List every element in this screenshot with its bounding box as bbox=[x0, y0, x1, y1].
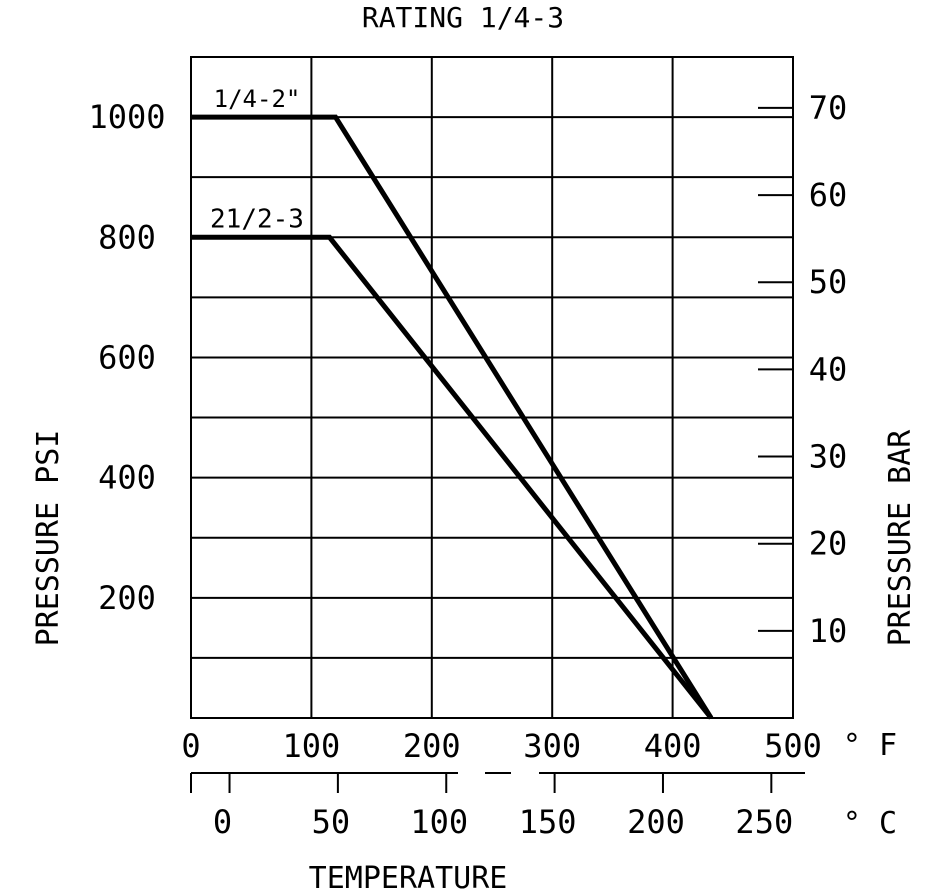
x-axis-label: TEMPERATURE bbox=[309, 861, 508, 896]
x-tick-label-c: 200 bbox=[627, 803, 685, 841]
x-tick-label-c: 250 bbox=[735, 803, 793, 841]
series-label-2: 21/2-3 bbox=[210, 204, 304, 234]
y-axis-label-left: PRESSURE PSI bbox=[31, 430, 66, 647]
x-tick-label-f: 400 bbox=[644, 727, 702, 765]
chart-title: RATING 1/4-3 bbox=[362, 1, 564, 34]
plot-frame bbox=[190, 56, 794, 719]
series-labels: 1/4-2" 21/2-3 bbox=[210, 85, 304, 234]
y-tick-label-bar: 70 bbox=[809, 89, 848, 127]
y-tick-label-psi: 200 bbox=[98, 579, 156, 617]
y-tick-label-bar: 10 bbox=[809, 612, 848, 650]
series-line-1 bbox=[191, 114, 714, 720]
y-tick-label-bar: 30 bbox=[809, 438, 848, 476]
series-line-2 bbox=[191, 234, 714, 720]
x-tick-label-c: 50 bbox=[312, 803, 351, 841]
x-tick-label-c: 100 bbox=[410, 803, 468, 841]
x-tick-label-c: 0 bbox=[213, 803, 232, 841]
series-lines bbox=[191, 114, 714, 720]
x-tick-label-f: 0 bbox=[181, 727, 200, 765]
y-tick-label-bar: 50 bbox=[809, 263, 848, 301]
x-tick-label-f: 100 bbox=[283, 727, 341, 765]
x-tick-label-f: 500 bbox=[764, 727, 822, 765]
y-tick-label-psi: 400 bbox=[98, 459, 156, 497]
y-tick-label-psi: 800 bbox=[98, 218, 156, 256]
y-tick-label-bar: 60 bbox=[809, 176, 848, 214]
y-tick-label-bar: 40 bbox=[809, 350, 848, 388]
y-tick-label-bar: 20 bbox=[809, 525, 848, 563]
y-tick-label-psi: 1000 bbox=[88, 98, 165, 136]
series-label-1: 1/4-2" bbox=[214, 85, 301, 113]
y-tick-label-psi: 600 bbox=[98, 338, 156, 376]
x-tick-label-c: 150 bbox=[519, 803, 577, 841]
y-axis-label-right: PRESSURE BAR bbox=[883, 429, 918, 647]
x-unit-fahrenheit: ° F bbox=[843, 728, 897, 763]
x-tick-label-f: 200 bbox=[403, 727, 461, 765]
x-unit-celsius: ° C bbox=[843, 806, 897, 841]
x-tick-label-f: 300 bbox=[523, 727, 581, 765]
plot-grid bbox=[190, 56, 794, 719]
